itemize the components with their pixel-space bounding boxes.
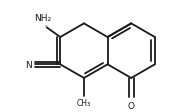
Text: amino: amino [47, 15, 51, 16]
Text: NH₂: NH₂ [34, 14, 51, 23]
Text: O: O [128, 101, 135, 110]
Text: N: N [25, 60, 31, 69]
Text: amino: amino [39, 19, 43, 20]
Text: CH₃: CH₃ [77, 99, 91, 108]
Text: amino: amino [45, 25, 49, 26]
